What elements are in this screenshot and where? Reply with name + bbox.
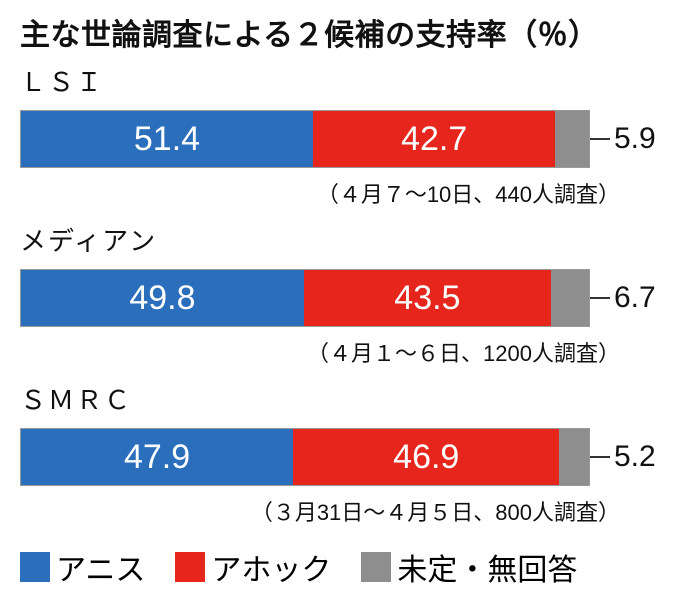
bar-wrap: 49.843.5 [20,269,590,327]
bar-row: 49.843.5 6.7 [20,262,680,334]
segment-undecided [555,111,589,167]
legend: アニス アホック 未定・無回答 [20,545,680,589]
poll-name: メディアン [20,221,680,258]
leader-line [590,297,610,299]
undecided-label: 6.7 [614,281,656,315]
segment-anies: 51.4 [21,111,313,167]
swatch-undecided [361,552,391,582]
poll-name: ＬＳＩ [20,62,680,99]
undecided-label: 5.2 [614,440,656,474]
segment-ahok: 43.5 [304,270,551,326]
poll-meta: （３月31日～４月５日、800人調査） [20,495,620,527]
bar-row: 51.442.7 5.9 [20,103,680,175]
poll-meta: （４月７～10日、440人調査） [20,177,620,209]
segment-undecided [551,270,589,326]
legend-undecided: 未定・無回答 [361,545,577,589]
segment-undecided [559,429,589,485]
chart-title: 主な世論調査による２候補の支持率（％） [20,10,680,54]
poll-name: ＳＭＲＣ [20,380,680,417]
legend-anies: アニス [20,545,145,589]
poll-block: ＳＭＲＣ 47.946.9 5.2 （３月31日～４月５日、800人調査） [20,380,680,527]
leader-line [590,456,610,458]
bar-wrap: 51.442.7 [20,110,590,168]
legend-ahok: アホック [175,545,331,589]
swatch-ahok [175,552,205,582]
bar-wrap: 47.946.9 [20,428,590,486]
poll-meta: （４月１～６日、1200人調査） [20,336,620,368]
leader-line [590,138,610,140]
segment-anies: 49.8 [21,270,304,326]
segment-ahok: 46.9 [293,429,559,485]
bar-row: 47.946.9 5.2 [20,421,680,493]
swatch-anies [20,552,50,582]
legend-ahok-label: アホック [211,545,331,589]
poll-block: メディアン 49.843.5 6.7 （４月１～６日、1200人調査） [20,221,680,368]
undecided-label: 5.9 [614,122,656,156]
legend-anies-label: アニス [56,545,145,589]
segment-anies: 47.9 [21,429,293,485]
polls-container: ＬＳＩ51.442.75.9（４月７～10日、440人調査）メディアン49.84… [20,62,680,527]
legend-undecided-label: 未定・無回答 [397,545,577,589]
poll-block: ＬＳＩ 51.442.7 5.9 （４月７～10日、440人調査） [20,62,680,209]
segment-ahok: 42.7 [313,111,556,167]
